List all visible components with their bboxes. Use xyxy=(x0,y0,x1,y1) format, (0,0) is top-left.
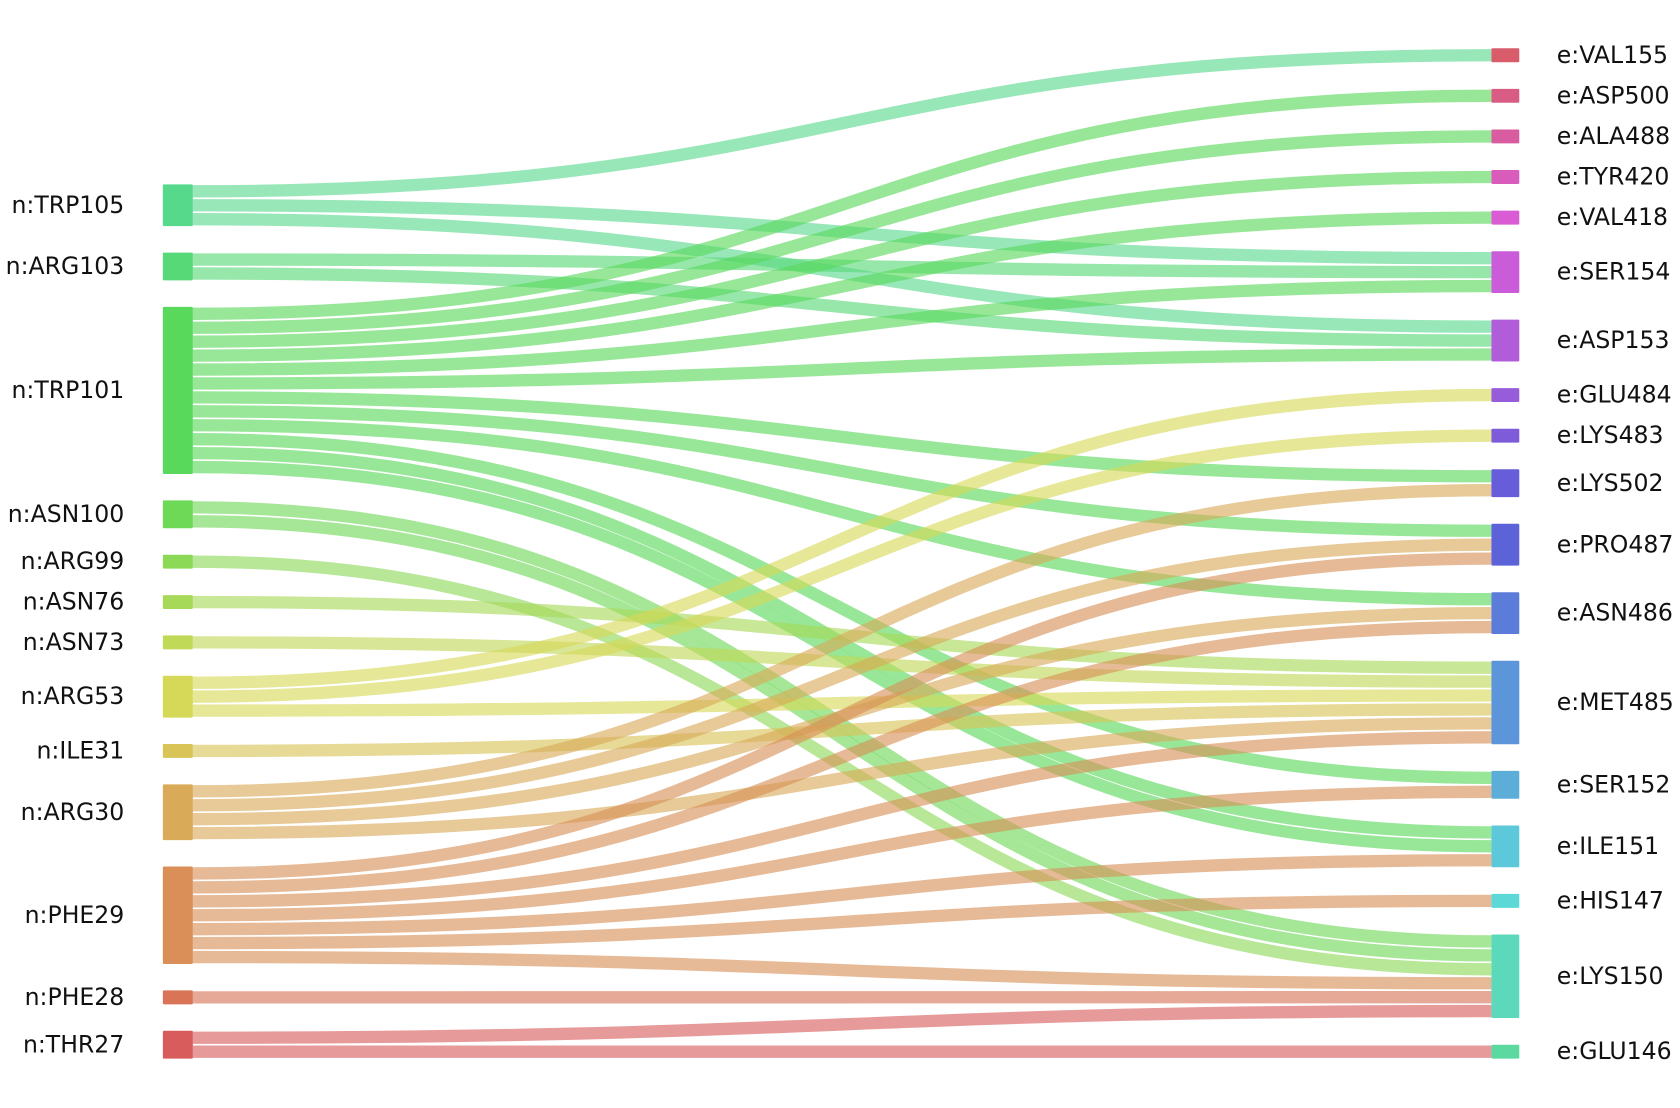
node xyxy=(1491,592,1520,635)
node xyxy=(1491,469,1520,498)
link xyxy=(192,703,1492,758)
node xyxy=(162,252,193,281)
link xyxy=(192,253,1492,279)
node xyxy=(1491,770,1520,799)
node-label: e:LYS483 xyxy=(1557,421,1664,449)
node-label: e:MET485 xyxy=(1557,688,1674,716)
link xyxy=(192,170,1492,348)
node xyxy=(1491,660,1520,745)
node-label: n:ARG30 xyxy=(21,798,125,826)
node xyxy=(1491,88,1520,103)
node xyxy=(1491,934,1520,1019)
link xyxy=(192,636,1492,688)
link xyxy=(192,538,1492,812)
node xyxy=(1491,251,1520,294)
link xyxy=(192,689,1492,717)
link xyxy=(192,419,1492,606)
node xyxy=(1491,1044,1520,1059)
node-label: n:ASN73 xyxy=(23,628,125,656)
node xyxy=(1491,523,1520,566)
link xyxy=(192,348,1492,390)
node-label: n:PHE28 xyxy=(25,983,125,1011)
link xyxy=(192,405,1492,537)
node-label: n:THR27 xyxy=(23,1030,124,1058)
node-label: e:ASP153 xyxy=(1557,326,1670,354)
node xyxy=(1491,48,1520,63)
node-label: e:GLU484 xyxy=(1557,381,1672,409)
link xyxy=(192,429,1492,703)
node xyxy=(162,184,193,227)
link xyxy=(192,433,1492,785)
node-label: n:ASN76 xyxy=(23,588,125,616)
link xyxy=(192,391,1492,483)
node-label: n:ARG99 xyxy=(21,547,125,575)
node xyxy=(162,306,193,474)
node xyxy=(1491,893,1520,908)
node-label: e:ILE151 xyxy=(1557,832,1659,860)
link xyxy=(192,950,1492,990)
link xyxy=(192,130,1492,334)
node xyxy=(162,784,193,841)
link xyxy=(192,279,1492,376)
link xyxy=(192,515,1492,962)
links xyxy=(192,49,1492,1058)
node xyxy=(162,1030,193,1059)
link xyxy=(192,555,1492,976)
node-label: e:GLU146 xyxy=(1557,1037,1672,1065)
node-label: e:VAL418 xyxy=(1557,203,1668,231)
link xyxy=(192,89,1492,320)
node xyxy=(1491,170,1520,184)
node-label: e:PRO487 xyxy=(1557,530,1674,558)
link xyxy=(192,1004,1492,1044)
link xyxy=(192,854,1492,936)
node xyxy=(162,675,193,718)
node-label: n:ASN100 xyxy=(8,500,125,528)
node-label: n:ILE31 xyxy=(36,737,124,765)
node xyxy=(1491,129,1520,144)
node-label: n:ARG53 xyxy=(21,682,125,710)
link xyxy=(192,620,1492,894)
node-label: n:ARG103 xyxy=(6,252,125,280)
node-label: e:LYS150 xyxy=(1557,962,1664,990)
node-label: e:TYR420 xyxy=(1557,163,1670,191)
node xyxy=(162,635,193,650)
link xyxy=(192,484,1492,798)
node-label: e:SER154 xyxy=(1557,258,1671,286)
node-label: e:HIS147 xyxy=(1557,886,1664,914)
node xyxy=(1491,428,1520,443)
node xyxy=(162,990,193,1005)
node xyxy=(162,866,193,964)
node-label: e:ALA488 xyxy=(1557,122,1670,150)
node-label: n:PHE29 xyxy=(25,901,125,929)
node-label: e:ASP500 xyxy=(1557,81,1670,109)
link xyxy=(192,388,1492,689)
link xyxy=(192,211,1492,362)
node xyxy=(162,500,193,529)
node xyxy=(1491,210,1520,225)
link xyxy=(192,894,1492,950)
node xyxy=(162,744,193,758)
node xyxy=(1491,825,1520,868)
node-label: e:SER152 xyxy=(1557,770,1671,798)
link xyxy=(192,49,1492,198)
node-label: e:VAL155 xyxy=(1557,41,1668,69)
link xyxy=(192,731,1492,908)
node xyxy=(1491,319,1520,362)
nodes: n:TRP105 n:ARG103 n:TRP101 n:ASN100 n:ARG99 n… xyxy=(6,41,1674,1065)
node-label: n:TRP101 xyxy=(11,376,124,404)
node xyxy=(1491,388,1520,403)
link xyxy=(192,267,1492,347)
link xyxy=(192,552,1492,880)
node xyxy=(162,554,193,569)
node-label: e:LYS502 xyxy=(1557,469,1664,497)
node-label: e:ASN486 xyxy=(1557,599,1673,627)
link xyxy=(192,785,1492,922)
node-label: n:TRP105 xyxy=(11,191,124,219)
link xyxy=(192,717,1492,840)
link xyxy=(192,213,1492,333)
node xyxy=(162,595,193,609)
